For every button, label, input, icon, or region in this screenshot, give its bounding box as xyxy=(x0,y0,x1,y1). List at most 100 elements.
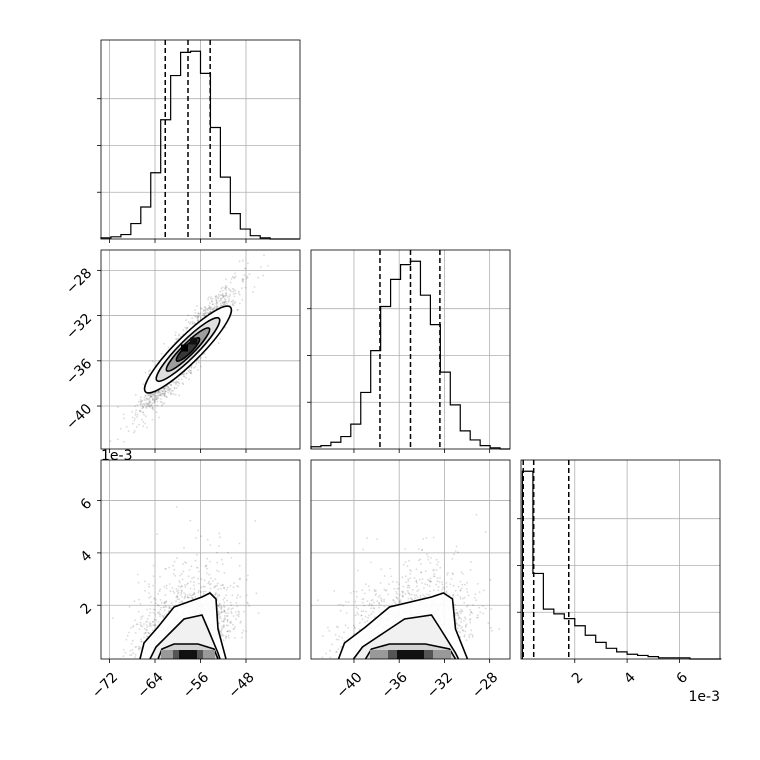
scatter-point xyxy=(149,608,152,610)
scatter-point xyxy=(135,409,138,412)
scatter-point xyxy=(148,402,151,405)
scatter-point xyxy=(230,604,233,607)
scatter-point xyxy=(145,399,147,402)
scatter-point xyxy=(148,401,151,403)
scatter-point xyxy=(180,378,183,381)
scatter-point xyxy=(197,315,200,318)
density-peak-0-b xyxy=(189,337,197,345)
scatter-point xyxy=(186,372,188,374)
scatter-point xyxy=(398,583,400,585)
scatter-point xyxy=(170,602,173,604)
scatter-point xyxy=(432,536,435,539)
scatter-point xyxy=(218,594,221,597)
scatter-point xyxy=(160,352,163,355)
scatter-point xyxy=(182,329,185,332)
scatter-point xyxy=(355,595,358,598)
scatter-point xyxy=(204,310,206,312)
scatter-point xyxy=(136,623,139,625)
density-cell-1-1 xyxy=(166,650,173,659)
hist-panel-p1 xyxy=(97,39,301,243)
scatter-point xyxy=(232,292,235,295)
scatter-point xyxy=(129,654,131,656)
scatter-point xyxy=(160,404,163,407)
scatter-point xyxy=(225,612,227,614)
scatter-point xyxy=(457,551,460,554)
scatter-point xyxy=(202,308,205,311)
scatter-point xyxy=(133,431,135,434)
scatter-point xyxy=(241,278,244,280)
scatter-point xyxy=(148,632,151,635)
scatter-point xyxy=(214,591,217,594)
scatter-point xyxy=(218,295,220,298)
scatter-point xyxy=(372,607,375,610)
scatter-point xyxy=(181,600,184,603)
scatter-point xyxy=(222,301,225,303)
scatter-point xyxy=(252,291,254,293)
scatter-point xyxy=(242,279,244,281)
scatter-point xyxy=(411,593,413,596)
scatter-point xyxy=(217,342,220,344)
scatter-point xyxy=(156,394,158,397)
scatter-point xyxy=(225,292,227,295)
density-cell-1-3 xyxy=(178,650,185,659)
scatter-point xyxy=(238,564,241,567)
scatter-point xyxy=(210,577,212,580)
scatter-point xyxy=(224,295,227,298)
scatter-point xyxy=(163,387,165,390)
scatter-point xyxy=(169,383,172,386)
scatter-point xyxy=(144,404,146,406)
scatter-point xyxy=(230,608,233,610)
scatter-point xyxy=(184,596,187,599)
scatter-point xyxy=(415,594,418,596)
scatter-point xyxy=(217,297,220,300)
scatter-point xyxy=(159,394,162,397)
scatter-point xyxy=(221,633,224,636)
scatter-point xyxy=(148,632,150,635)
scatter-point xyxy=(150,404,153,407)
scatter-point xyxy=(189,519,192,522)
scatter-point xyxy=(334,633,337,636)
scatter-point xyxy=(160,401,163,404)
scatter-point xyxy=(189,587,192,590)
scatter-point xyxy=(140,638,143,641)
scatter-point xyxy=(236,308,239,311)
scatter-point xyxy=(220,629,223,631)
scatter-point xyxy=(393,588,396,590)
scatter-point xyxy=(380,568,383,571)
scatter-point xyxy=(231,275,234,278)
scatter-point xyxy=(395,596,398,599)
scatter-point xyxy=(343,631,345,634)
hist-step-p1 xyxy=(100,50,300,240)
scatter-point xyxy=(143,413,145,416)
scatter-point xyxy=(220,304,222,307)
scatter-point xyxy=(199,307,202,310)
scatter-point xyxy=(482,589,485,592)
scatter-point xyxy=(379,594,381,597)
scatter-point xyxy=(186,326,189,329)
scatter-point xyxy=(180,572,183,575)
scatter-point xyxy=(153,624,156,627)
scatter-point xyxy=(158,416,160,419)
scatter-point xyxy=(216,593,219,596)
scatter-point xyxy=(408,559,410,562)
scatter-point xyxy=(222,296,225,298)
scatter-point xyxy=(178,333,181,336)
scatter-point xyxy=(212,309,214,311)
scatter-point xyxy=(183,584,186,586)
scatter-point xyxy=(242,280,245,283)
scatter-point xyxy=(173,386,176,389)
scatter-point xyxy=(402,585,405,588)
scatter-point xyxy=(213,307,216,310)
scatter-point xyxy=(226,619,229,621)
scatter-point xyxy=(399,600,402,603)
scatter-point xyxy=(452,573,454,575)
scatter-point xyxy=(136,573,139,576)
scatter-point xyxy=(248,605,251,607)
scatter-point xyxy=(140,396,142,399)
scatter-point xyxy=(209,560,211,563)
scatter-point xyxy=(203,585,206,588)
scatter-point xyxy=(146,620,149,623)
scatter-point xyxy=(453,553,455,556)
scatter-point xyxy=(193,366,196,369)
scatter-point xyxy=(212,307,215,310)
